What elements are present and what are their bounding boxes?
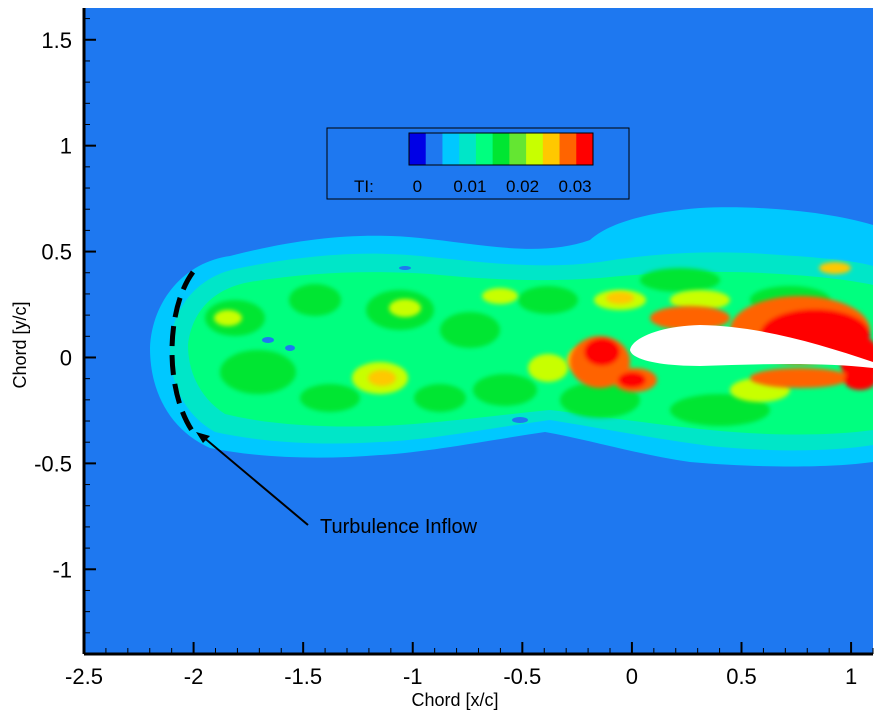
y-tick-label: -1 (52, 557, 72, 582)
x-tick-label: 1 (845, 664, 857, 689)
y-axis-label: Chord [y/c] (10, 301, 30, 388)
contour-speckles (262, 266, 528, 472)
colorbar-legend: TI: 0 0.01 0.02 0.03 (326, 127, 630, 200)
x-axis-label: Chord [x/c] (411, 690, 498, 710)
legend-swatch (442, 133, 460, 165)
x-tick-label: -2 (184, 664, 204, 689)
x-tick-label: -1 (403, 664, 423, 689)
legend-swatch (509, 133, 527, 165)
turbulence-inflow-boundary (169, 270, 196, 434)
annotation-arrow (196, 432, 309, 526)
contour-level-darkgreen (205, 268, 830, 426)
legend-swatch (459, 133, 477, 165)
legend-swatch (409, 133, 427, 165)
y-tick-label: 0.5 (41, 240, 72, 265)
legend-variable-label: TI: (354, 177, 374, 196)
annotation-turbulence-inflow: Turbulence Inflow (320, 516, 478, 538)
legend-tick-label: 0.03 (559, 177, 592, 196)
y-tick-label: -0.5 (34, 451, 72, 476)
airfoil-shape (630, 325, 873, 368)
legend-tick-label: 0.02 (506, 177, 539, 196)
x-tick-label: -1.5 (284, 664, 322, 689)
legend-tick-labels: 0 0.01 0.02 0.03 (413, 177, 592, 196)
y-tick-label: 1 (60, 134, 72, 159)
legend-swatch (492, 133, 510, 165)
legend-swatch (475, 133, 493, 165)
x-tick-label: 0 (626, 664, 638, 689)
y-tick-label: 1.5 (41, 28, 72, 53)
contour-level-yellowgreen (214, 288, 790, 402)
x-tick-label: -2.5 (65, 664, 103, 689)
x-tick-label: -0.5 (503, 664, 541, 689)
legend-tick-label: 0.01 (453, 177, 486, 196)
legend-swatch (425, 133, 443, 165)
y-tick-label: 0 (60, 345, 72, 370)
legend-swatch (542, 133, 560, 165)
x-axis-ticks: -2.5 -2 -1.5 -1 -0.5 0 0.5 1 (65, 642, 874, 689)
legend-swatches (408, 132, 594, 166)
y-axis-ticks: 1.5 1 0.5 0 -0.5 -1 (34, 18, 96, 655)
x-tick-label: 0.5 (726, 664, 757, 689)
legend-swatch (559, 133, 577, 165)
legend-swatch-frame (408, 132, 594, 166)
legend-swatch (526, 133, 544, 165)
legend-swatch (576, 133, 594, 165)
legend-tick-label: 0 (413, 177, 422, 196)
turbulence-field (150, 207, 873, 472)
